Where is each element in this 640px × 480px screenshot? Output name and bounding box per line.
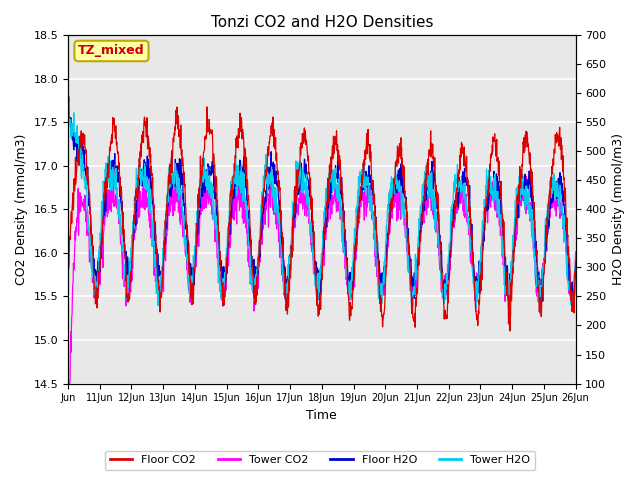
Title: Tonzi CO2 and H2O Densities: Tonzi CO2 and H2O Densities xyxy=(211,15,433,30)
Text: TZ_mixed: TZ_mixed xyxy=(78,45,145,58)
Legend: Floor CO2, Tower CO2, Floor H2O, Tower H2O: Floor CO2, Tower CO2, Floor H2O, Tower H… xyxy=(105,451,535,469)
Y-axis label: H2O Density (mmol/m3): H2O Density (mmol/m3) xyxy=(612,133,625,286)
X-axis label: Time: Time xyxy=(307,409,337,422)
Y-axis label: CO2 Density (mmol/m3): CO2 Density (mmol/m3) xyxy=(15,134,28,285)
